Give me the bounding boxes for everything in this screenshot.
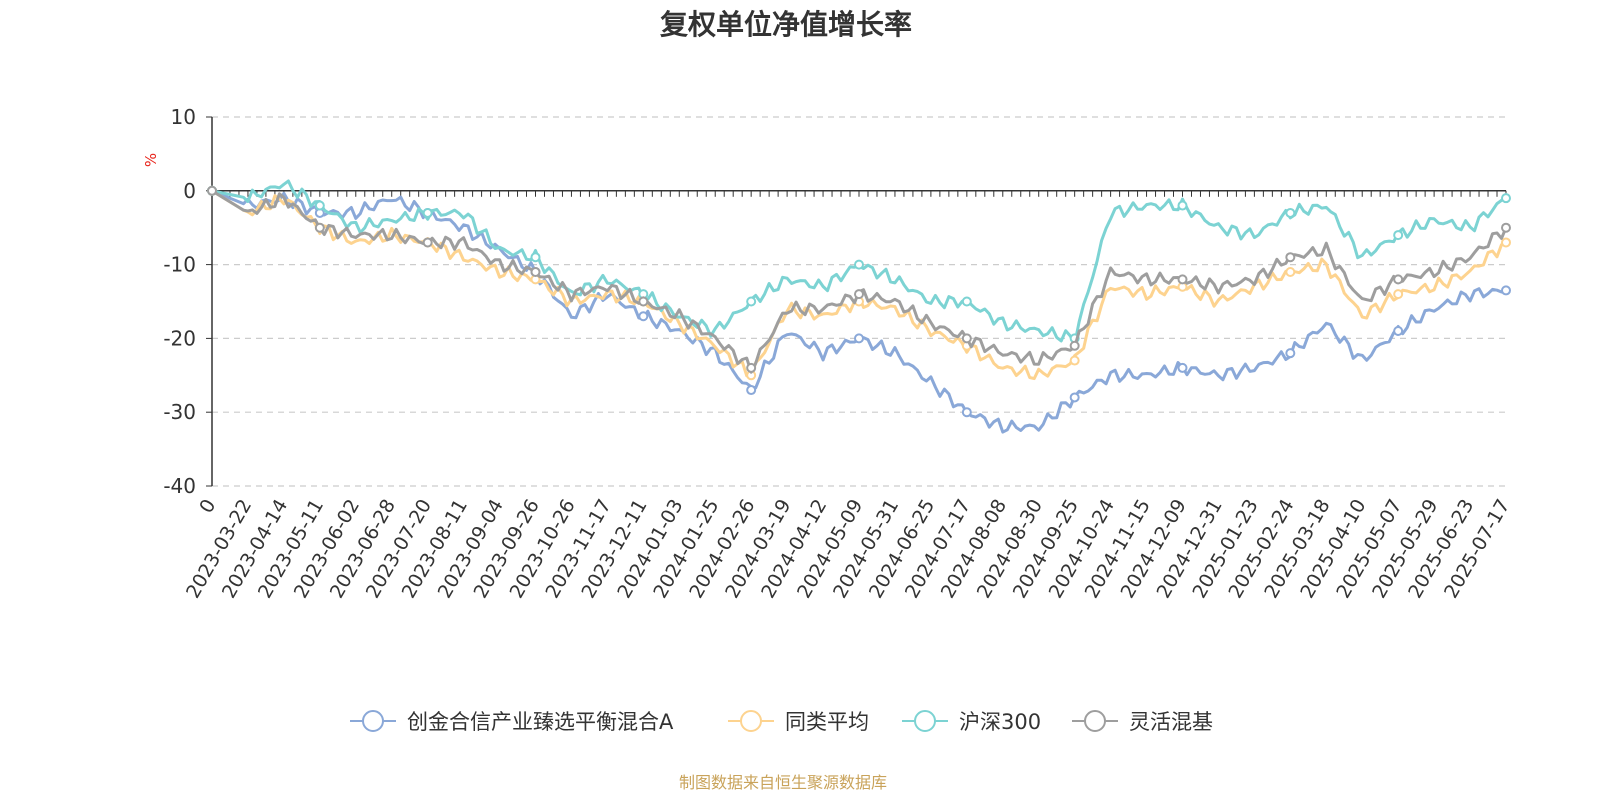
- legend-item-1[interactable]: 同类平均: [728, 710, 869, 734]
- x-tick-label-0: 0: [195, 496, 220, 517]
- series-3-point-9: [530, 266, 541, 277]
- series-0-point-27: [1177, 362, 1188, 373]
- data-source-note: 制图数据来自恒生聚源数据库: [679, 773, 887, 792]
- legend[interactable]: 创金合信产业臻选平衡混合A 同类平均 沪深300 灵活混基: [350, 710, 1213, 734]
- series-3-point-0: [207, 185, 217, 196]
- series-0-point-30: [1285, 348, 1296, 359]
- series-1-point-33: [1393, 289, 1404, 300]
- y-tick-label-1: 0: [183, 179, 196, 203]
- series-2-point-30: [1285, 207, 1296, 218]
- series-0-point-24: [1069, 392, 1080, 403]
- series-3-point-27: [1177, 274, 1188, 285]
- series-3-point-33: [1393, 274, 1404, 285]
- series-2-point-33: [1393, 230, 1404, 241]
- legend-marker: [1084, 710, 1106, 732]
- y-tick-label-3: -20: [163, 326, 196, 350]
- series-2-point-3: [314, 200, 325, 211]
- y-tick-label-4: -30: [163, 400, 196, 424]
- series-2-point-6: [422, 207, 433, 218]
- series-2-point-9: [530, 252, 541, 263]
- series-0-point-21: [961, 407, 972, 418]
- legend-marker: [362, 710, 384, 732]
- series-3-point-21: [961, 333, 972, 344]
- series-3-point-30: [1285, 252, 1296, 263]
- grid-lines: [212, 116, 1506, 487]
- series-2-point-27: [1177, 200, 1188, 211]
- series-3-point-3: [314, 222, 325, 233]
- series-3-point-18: [854, 289, 864, 300]
- series-2-point-21: [961, 296, 972, 307]
- series-3-point-24: [1069, 340, 1080, 351]
- series-3-point-6: [422, 237, 433, 248]
- series-line-1: [211, 189, 1507, 381]
- series-3-point-12: [638, 296, 649, 307]
- legend-item-0[interactable]: 创金合信产业臻选平衡混合A: [350, 710, 674, 734]
- series-2-point-18: [854, 259, 864, 270]
- series-0-point-12: [638, 311, 649, 322]
- series-2-point-15: [746, 296, 757, 307]
- y-tick-label-0: 10: [171, 105, 196, 129]
- series-1-point-30: [1285, 266, 1296, 277]
- legend-label: 创金合信产业臻选平衡混合A: [407, 710, 674, 734]
- series-line-3: [211, 189, 1508, 374]
- chart-title: 复权单位净值增长率: [660, 8, 912, 41]
- series-0-point-15: [746, 385, 757, 396]
- legend-marker: [914, 710, 936, 732]
- legend-label: 同类平均: [785, 710, 869, 734]
- legend-item-2[interactable]: 沪深300: [902, 710, 1041, 734]
- series-3-point-36: [1501, 222, 1511, 233]
- y-unit-label: %: [142, 153, 160, 167]
- series-3-point-15: [746, 362, 757, 373]
- y-axis: 10 0 -10 -20 -30 -40: [163, 105, 213, 498]
- series-1-point-24: [1069, 355, 1080, 366]
- y-tick-label-2: -10: [163, 253, 196, 277]
- legend-label: 沪深300: [959, 710, 1041, 734]
- series-lines: [207, 179, 1511, 434]
- series-0-point-33: [1393, 326, 1404, 337]
- legend-label: 灵活混基: [1129, 710, 1213, 734]
- series-1-point-36: [1501, 237, 1511, 248]
- series-0-point-36: [1501, 285, 1511, 296]
- series-0-point-18: [854, 333, 864, 344]
- series-2-point-36: [1501, 193, 1511, 204]
- series-line-0: [211, 189, 1507, 434]
- legend-marker: [740, 710, 762, 732]
- legend-item-3[interactable]: 灵活混基: [1072, 710, 1213, 734]
- y-tick-label-5: -40: [163, 474, 196, 498]
